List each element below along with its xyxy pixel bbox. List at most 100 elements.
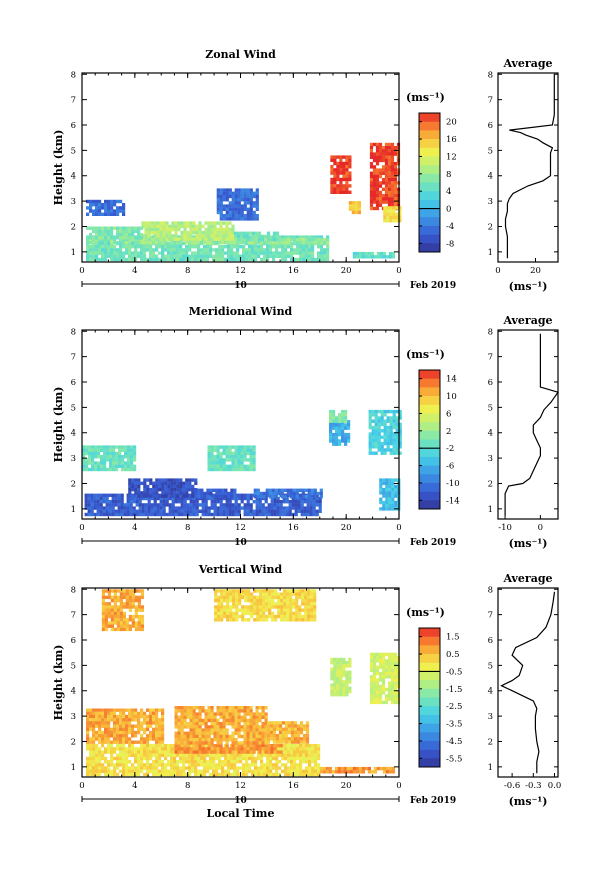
heat-cell [330,673,334,678]
heat-cell [250,592,254,596]
colorbar-segment [419,173,440,183]
heat-cell [113,618,117,622]
heat-cell [372,184,377,188]
heat-cell [179,481,183,485]
heat-cell [218,488,222,492]
heat-cell [122,232,126,237]
heat-cell [238,592,242,596]
heat-cell [98,708,102,712]
heat-cell [378,184,383,188]
heat-cell [369,142,374,147]
heat-cell [204,709,208,713]
heat-cell [195,506,199,510]
heat-cell [311,750,315,754]
heat-cell [228,221,232,225]
heat-cell [239,245,243,249]
heat-cell [233,491,237,496]
heat-cell [156,224,160,228]
heat-cell [119,737,123,741]
heat-cell [305,721,310,725]
heat-cell [109,461,113,465]
heat-cell [251,769,255,773]
heat-cell [237,204,241,208]
heat-cell [110,718,114,722]
heat-cell [290,257,294,262]
heat-cell [299,747,303,751]
heat-cell [267,750,271,754]
heat-cell [222,451,226,456]
heat-cell [278,251,282,255]
heat-cell [230,772,234,777]
heat-cell [158,494,162,498]
heat-cell [140,245,144,249]
heat-cell [227,756,231,761]
heat-cell [105,506,109,510]
heat-cell [173,245,177,249]
heat-cell [182,488,186,492]
heat-cell [210,741,214,745]
heat-cell [385,507,389,511]
heat-cell [237,188,241,192]
heat-cell [255,512,259,517]
heat-cell [167,491,171,495]
heat-cell [189,738,193,742]
heat-cell [191,251,195,255]
heat-cell [186,709,190,713]
heat-cell [333,187,337,191]
heat-cell [225,741,229,745]
heat-cell [243,750,247,754]
heat-cell [260,769,264,773]
heat-cell [215,248,219,252]
colorbar-tick-label: -2 [446,444,454,454]
heat-cell [310,605,314,609]
heat-cell [243,734,247,739]
heat-cell [236,241,240,245]
heat-cell [192,500,196,504]
heat-cell [217,614,221,619]
heat-cell [284,254,288,258]
heat-cell [389,435,393,439]
heat-cell [268,589,272,593]
heat-cell [113,769,117,773]
heat-cell [251,245,255,249]
heat-cell [263,241,267,245]
heat-cell [318,503,322,507]
heat-cell [251,251,255,255]
heat-cell [372,152,377,156]
heat-cell [249,725,253,729]
heat-cell [332,413,336,417]
heat-cell [238,595,242,600]
y-tick-label: 2 [71,222,76,232]
heat-cell [252,194,256,199]
heat-cell [333,190,337,194]
heat-cell [248,766,252,770]
heat-cell [132,512,136,517]
heat-cell [274,491,278,496]
heat-cell [228,194,232,199]
heat-cell [162,227,166,232]
heat-cell [256,605,260,609]
heat-cell [283,589,287,593]
heat-cell [170,481,174,485]
heat-cell [104,206,108,210]
heat-cell [131,237,135,242]
heat-cell [95,232,99,237]
heat-cell [201,741,205,745]
heat-cell [122,241,126,245]
heat-cell [102,496,106,501]
heat-cell [228,503,232,507]
heat-cell [162,221,166,225]
heat-cell [384,194,389,198]
heat-cell [88,448,92,452]
heat-cell [317,772,321,777]
heat-cell [386,435,390,439]
heat-cell [275,245,279,249]
heat-cell [252,467,256,472]
heat-cell [158,760,162,764]
heat-cell [228,227,232,232]
heat-cell [216,728,220,732]
heat-cell [219,722,223,726]
heat-cell [297,509,301,513]
heat-cell [131,488,135,492]
heat-cell [155,724,159,728]
